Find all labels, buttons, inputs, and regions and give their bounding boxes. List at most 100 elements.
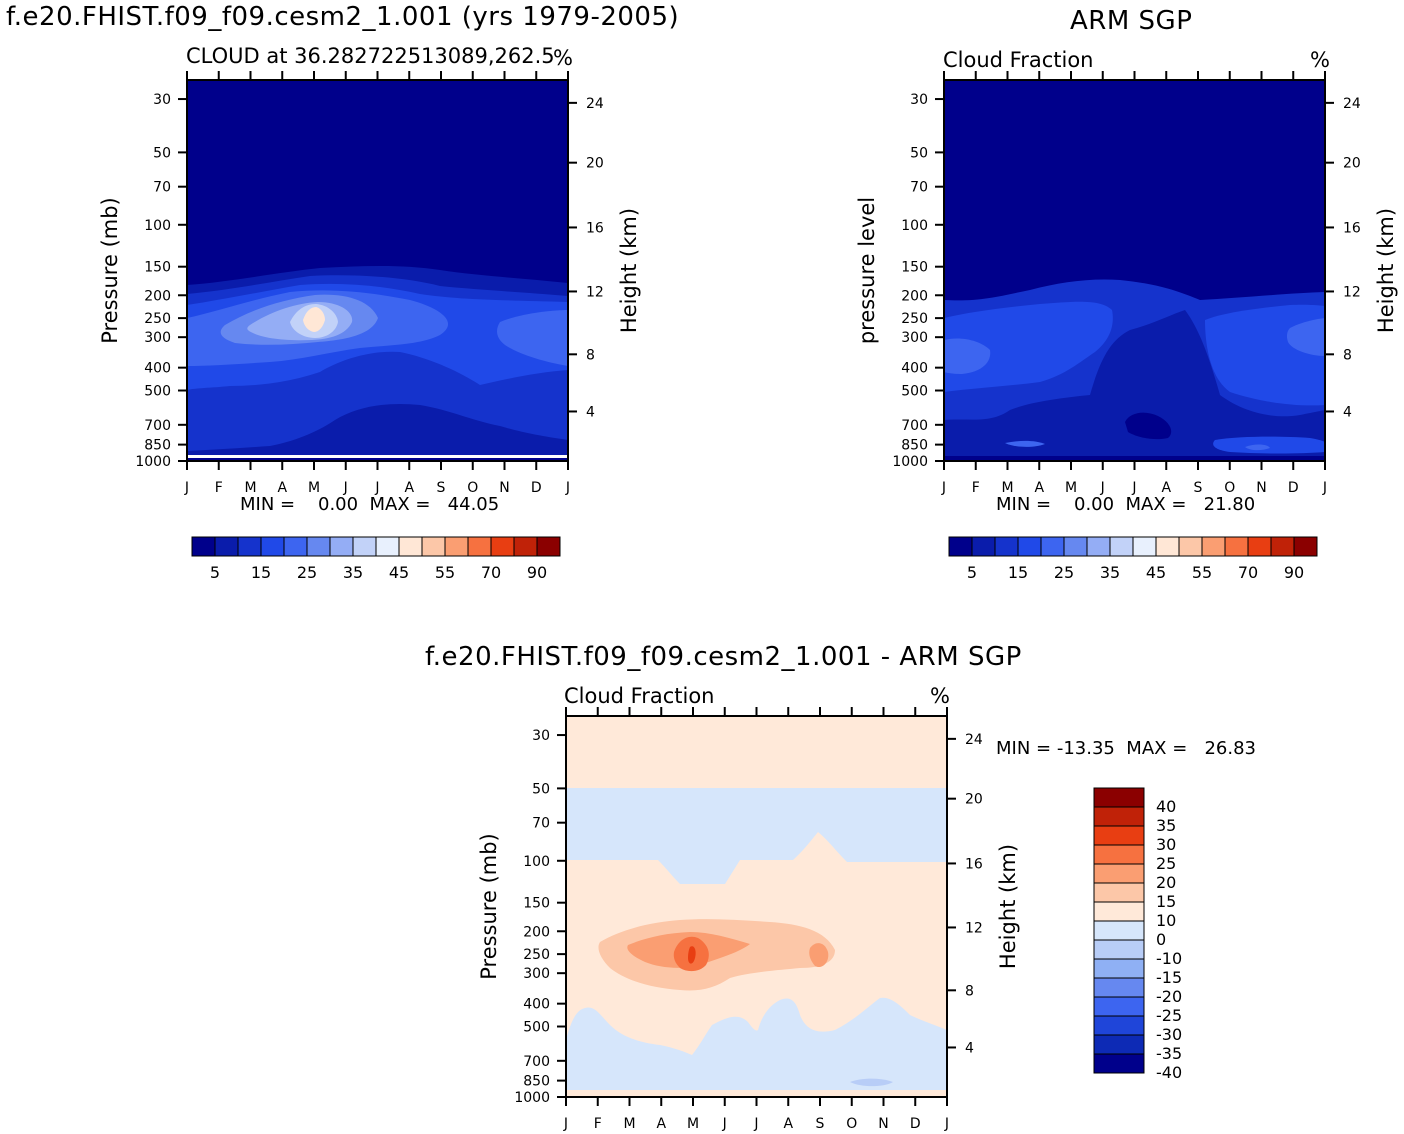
diff-xtick-label-9: O	[846, 1116, 857, 1132]
model-ytick-right-label-5: 4	[586, 404, 595, 420]
diff-colorbar-swatch-0	[1093, 787, 1145, 808]
obs-ytick-right-label-3: 12	[1343, 284, 1361, 300]
obs-xtick-label-4: M	[1065, 480, 1077, 496]
diff-colorbar-swatch-8	[1093, 939, 1145, 960]
model-ytick-label-1: 50	[153, 145, 171, 161]
diff-ytick-label-6: 250	[523, 947, 550, 963]
model-colorbar-label-0: 5	[210, 563, 220, 582]
obs-ytick-label-12: 1000	[892, 454, 928, 470]
diff-xtick-label-6: J	[753, 1116, 758, 1132]
model-colorbar-swatch-9	[398, 536, 423, 557]
model-xtick-label-7: A	[404, 480, 414, 496]
obs-ytick-label-9: 500	[901, 384, 928, 400]
obs-xtick-label-11: D	[1288, 480, 1299, 496]
obs-xtick-label-0: J	[941, 480, 946, 496]
model-page-title: f.e20.FHIST.f09_f09.cesm2_1.001 (yrs 197…	[6, 2, 680, 32]
model-xtick-label-2: M	[244, 480, 256, 496]
model-ytick-label-6: 250	[144, 311, 171, 327]
obs-colorbar-swatch-6	[1086, 536, 1111, 557]
model-colorbar-swatch-0	[191, 536, 216, 557]
model-ytick-label-4: 150	[144, 260, 171, 276]
model-ylabel: Pressure (mb)	[98, 197, 122, 344]
diff-colorbar-swatch-2	[1093, 825, 1145, 846]
model-xtick-label-1: F	[215, 480, 223, 496]
diff-colorbar-label-9: -15	[1156, 968, 1182, 987]
diff-colorbar-label-10: -20	[1156, 987, 1182, 1006]
diff-ytick-label-9: 500	[523, 1020, 550, 1036]
obs-colorbar-swatch-8	[1132, 536, 1157, 557]
model-colorbar-swatch-12	[467, 536, 492, 557]
diff-ytick-right-label-5: 4	[965, 1040, 974, 1056]
obs-xtick-label-9: O	[1224, 480, 1235, 496]
diff-colorbar-label-7: 0	[1156, 930, 1166, 949]
model-colorbar-swatch-8	[375, 536, 400, 557]
model-xtick-label-12: J	[565, 480, 570, 496]
obs-page-title: ARM SGP	[1070, 6, 1193, 36]
obs-units: %	[1310, 48, 1330, 72]
obs-ytick-label-4: 150	[901, 260, 928, 276]
obs-ytick-right-label-0: 24	[1343, 96, 1361, 112]
model-ytick-right-label-1: 20	[586, 156, 604, 172]
diff-ytick-label-4: 150	[523, 896, 550, 912]
diff-colorbar-swatch-10	[1093, 977, 1145, 998]
model-ylabel-right: Height (km)	[617, 208, 641, 333]
diff-colorbar-label-1: 35	[1156, 816, 1176, 835]
model-colorbar-label-7: 90	[527, 563, 547, 582]
diff-plot-title: Cloud Fraction	[564, 684, 715, 708]
obs-ytick-label-1: 50	[910, 145, 928, 161]
obs-colorbar-swatch-9	[1155, 536, 1180, 557]
diff-page-title: f.e20.FHIST.f09_f09.cesm2_1.001 - ARM SG…	[425, 642, 1022, 672]
obs-contour-field	[944, 80, 1325, 461]
model-ytick-right-label-0: 24	[586, 96, 604, 112]
diff-colorbar-label-13: -35	[1156, 1044, 1182, 1063]
model-plot-title: CLOUD at 36.282722513089,262.5	[186, 44, 555, 68]
diff-colorbar-swatch-7	[1093, 920, 1145, 941]
model-ytick-label-5: 200	[144, 288, 171, 304]
diff-colorbar-swatch-9	[1093, 958, 1145, 979]
diff-xtick-label-8: S	[816, 1116, 825, 1132]
diff-colorbar-label-5: 15	[1156, 892, 1176, 911]
model-colorbar-label-3: 35	[343, 563, 363, 582]
obs-ytick-right-label-4: 8	[1343, 347, 1352, 363]
model-ytick-label-3: 100	[144, 218, 171, 234]
diff-ytick-right-label-4: 8	[965, 983, 974, 999]
model-stats: MIN = 0.00 MAX = 44.05	[240, 494, 500, 515]
model-colorbar-swatch-4	[283, 536, 308, 557]
model-colorbar-label-5: 55	[435, 563, 455, 582]
diff-xtick-label-5: J	[722, 1116, 727, 1132]
diff-contour-field	[566, 716, 947, 1097]
obs-colorbar-label-2: 25	[1054, 563, 1074, 582]
obs-colorbar-swatch-11	[1201, 536, 1226, 557]
obs-colorbar-label-0: 5	[967, 563, 977, 582]
obs-colorbar-swatch-1	[971, 536, 996, 557]
obs-colorbar-swatch-2	[994, 536, 1019, 557]
diff-ytick-label-12: 1000	[514, 1090, 550, 1106]
model-xtick-label-10: N	[499, 480, 509, 496]
diff-ytick-label-2: 70	[532, 816, 550, 832]
diff-xtick-label-1: F	[594, 1116, 602, 1132]
model-colorbar-label-6: 70	[481, 563, 501, 582]
diff-ytick-label-8: 400	[523, 997, 550, 1013]
model-ytick-label-9: 500	[144, 384, 171, 400]
obs-ylabel-right: Height (km)	[1374, 208, 1398, 333]
obs-ytick-label-3: 100	[901, 218, 928, 234]
model-ytick-label-8: 400	[144, 361, 171, 377]
obs-colorbar-label-4: 45	[1146, 563, 1166, 582]
model-colorbar-swatch-15	[536, 536, 561, 557]
model-colorbar-swatch-13	[490, 536, 515, 557]
diff-colorbar-swatch-6	[1093, 901, 1145, 922]
model-ytick-label-10: 700	[144, 418, 171, 434]
diff-colorbar-swatch-12	[1093, 1015, 1145, 1036]
obs-xtick-label-3: A	[1034, 480, 1044, 496]
obs-ylabel: pressure level	[855, 197, 879, 344]
diff-ytick-label-11: 850	[523, 1074, 550, 1090]
model-ytick-label-11: 850	[144, 438, 171, 454]
diff-ytick-right-label-3: 12	[965, 920, 983, 936]
obs-colorbar-swatch-4	[1040, 536, 1065, 557]
model-colorbar-swatch-5	[306, 536, 331, 557]
diff-ylabel: Pressure (mb)	[477, 833, 501, 980]
